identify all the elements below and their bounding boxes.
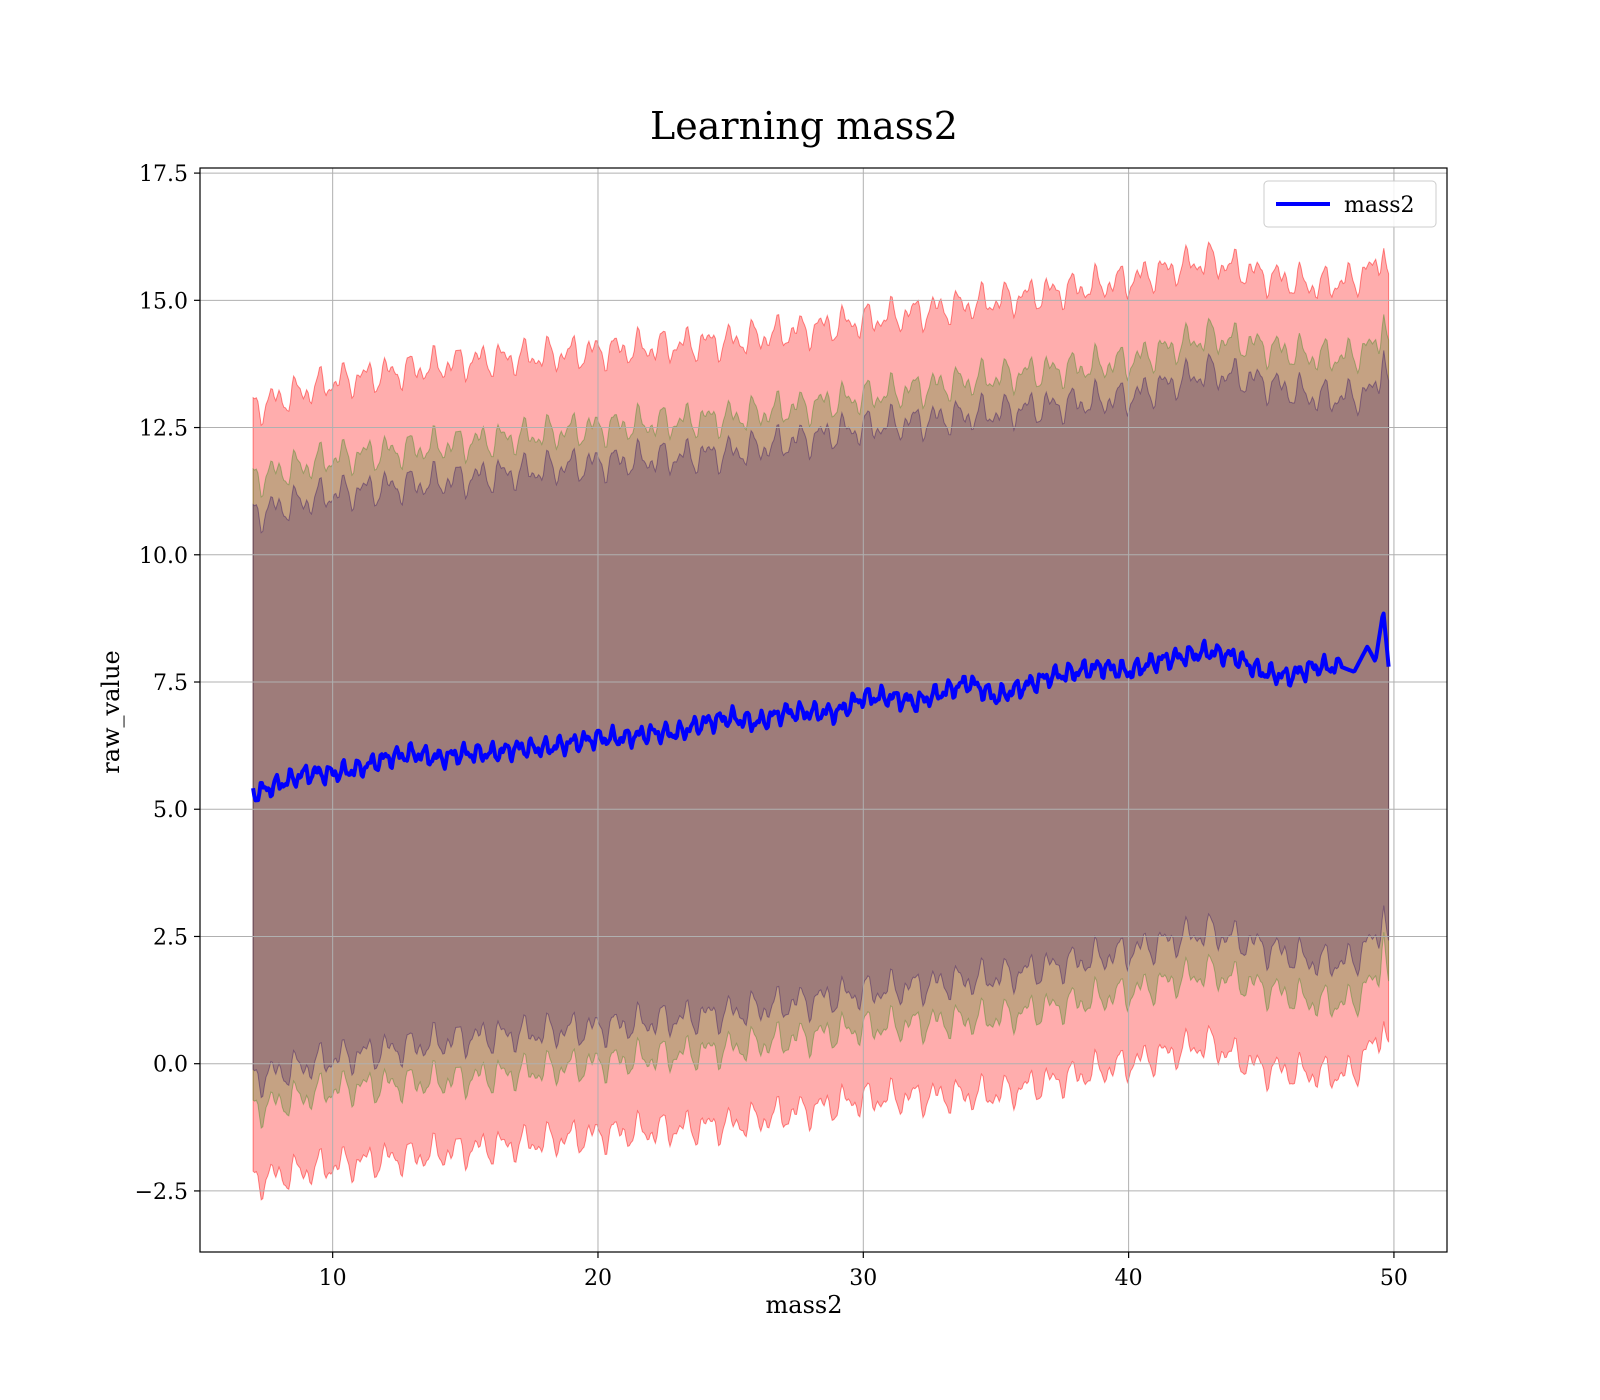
band-1 bbox=[252, 314, 1390, 1129]
x-tick-label-3: 40 bbox=[1115, 1266, 1143, 1291]
y-tick-label-1: 0.0 bbox=[153, 1053, 188, 1078]
y-axis-label: raw_value bbox=[97, 650, 125, 774]
y-tick-label-4: 7.5 bbox=[153, 671, 188, 696]
legend: mass2 bbox=[1263, 180, 1437, 228]
confidence-bands bbox=[252, 241, 1390, 1201]
plot-frame bbox=[199, 167, 1448, 1253]
y-tick-label-8: 17.5 bbox=[139, 162, 188, 187]
y-tick-label-5: 10.0 bbox=[139, 544, 188, 569]
y-tick-label-6: 12.5 bbox=[139, 417, 188, 442]
x-axis-label: mass2 bbox=[766, 1291, 843, 1319]
series-lines bbox=[251, 611, 1391, 803]
x-tick-label-0: 10 bbox=[319, 1266, 347, 1291]
series-line-mass2 bbox=[251, 611, 1391, 803]
x-axis-ticks: 10 20 30 40 50 bbox=[319, 1252, 1408, 1291]
y-tick-label-7: 15.0 bbox=[139, 289, 188, 314]
x-tick-label-2: 30 bbox=[849, 1266, 877, 1291]
chart-title: Learning mass2 bbox=[650, 104, 958, 148]
y-axis-ticks: −2.5 0.0 2.5 5.0 7.5 10.0 12.5 15.0 17.5 bbox=[135, 162, 200, 1205]
legend-box bbox=[1263, 180, 1437, 228]
x-tick-label-4: 50 bbox=[1380, 1266, 1408, 1291]
y-tick-label-2: 2.5 bbox=[153, 925, 188, 950]
x-tick-label-1: 20 bbox=[584, 1266, 612, 1291]
band-0 bbox=[252, 241, 1390, 1201]
legend-label: mass2 bbox=[1344, 193, 1415, 218]
y-tick-label-0: −2.5 bbox=[135, 1180, 188, 1205]
y-tick-label-3: 5.0 bbox=[153, 798, 188, 823]
band-2 bbox=[252, 350, 1390, 1099]
grid bbox=[200, 168, 1447, 1252]
